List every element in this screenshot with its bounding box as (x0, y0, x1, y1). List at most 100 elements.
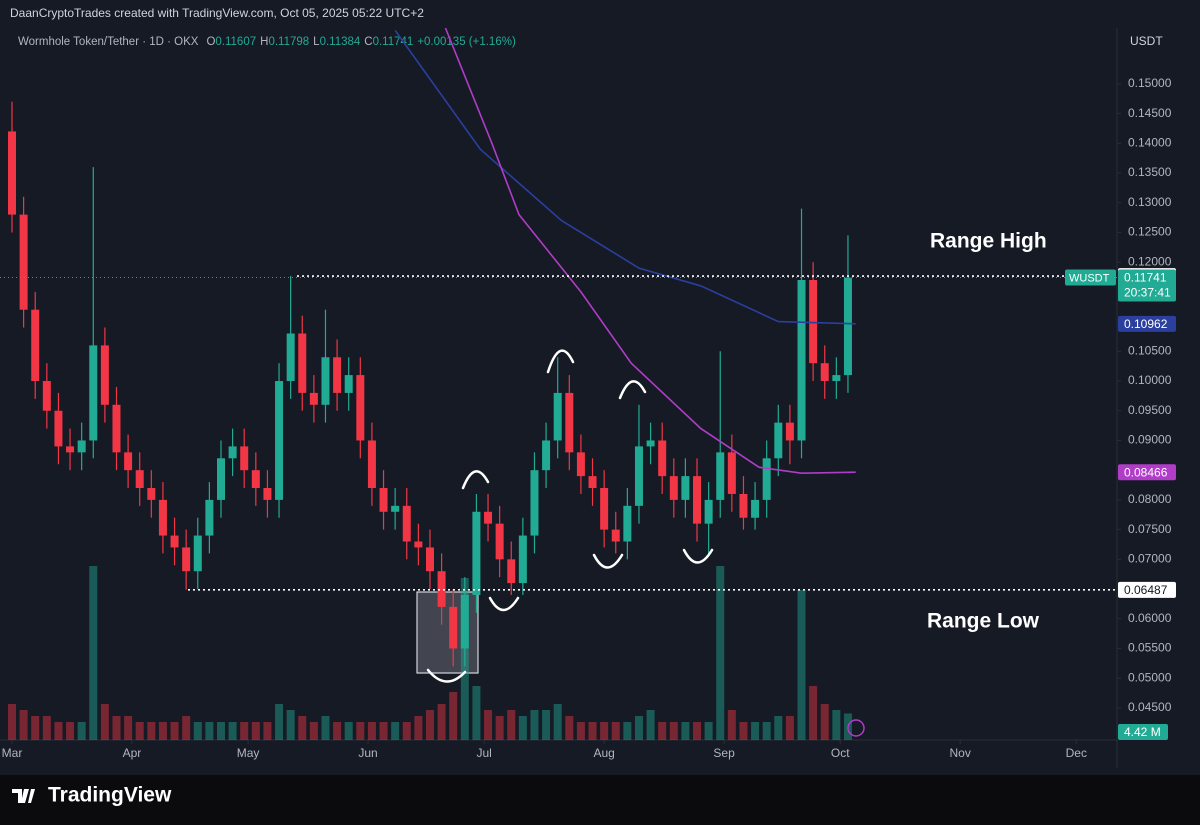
candle-body (658, 440, 667, 477)
candle-body (727, 452, 736, 494)
volume-bar (170, 722, 179, 740)
volume-bar (484, 710, 493, 740)
y-tick-label: 0.13500 (1128, 165, 1172, 179)
y-tick-label: 0.06000 (1128, 611, 1172, 625)
candle-body (774, 422, 783, 459)
volume-bar (507, 710, 516, 740)
volume-bar (19, 710, 28, 740)
plot (7, 28, 856, 740)
volume-bar (646, 710, 655, 740)
volume-bar (54, 722, 63, 740)
peak-arc (618, 380, 647, 400)
ticker-box (1065, 269, 1116, 286)
volume-bar (658, 722, 667, 740)
legend-text: +0.00135 (+1.16%) (417, 36, 516, 48)
candle-body (472, 511, 481, 595)
y-tick-label: 0.15000 (1128, 76, 1172, 90)
price-box (1118, 269, 1176, 302)
volume-bar (321, 716, 330, 740)
candle-body (762, 458, 771, 500)
peak-arc (461, 470, 490, 490)
volume-bar (704, 722, 713, 740)
alert-icon[interactable] (847, 719, 865, 737)
candle-body (66, 446, 75, 453)
trough-arc (426, 668, 467, 683)
candle-body (820, 363, 829, 382)
annotation: Range Low (927, 610, 1040, 633)
candle-body (704, 499, 713, 524)
volume-bar (391, 722, 400, 740)
candle-body (623, 505, 632, 542)
y-tick-label: 0.12000 (1128, 254, 1172, 268)
volume-bar (402, 722, 411, 740)
volume-bar (832, 710, 841, 740)
candle-body (379, 488, 388, 512)
y-tick-label: 0.07000 (1128, 551, 1172, 565)
candle-body (321, 357, 330, 405)
annotation: Range High (930, 230, 1047, 253)
volume-bar (518, 716, 527, 740)
y-tick-label: 0.05500 (1128, 641, 1172, 655)
candle-body (646, 440, 655, 447)
countdown: 20:37:41 (1124, 286, 1171, 300)
candle-body (251, 470, 260, 489)
volume-bar (762, 722, 771, 740)
candle-body (565, 392, 574, 453)
volume-bar (205, 722, 214, 740)
candle-body (367, 440, 376, 489)
candle-body (263, 488, 272, 500)
volume-bar (576, 722, 585, 740)
y-tick-label: 0.12500 (1128, 225, 1172, 239)
volume-bar (530, 710, 539, 740)
volume-bar (739, 722, 748, 740)
volume-bar (437, 704, 446, 740)
candle-body (147, 488, 156, 500)
volume-bar (565, 716, 574, 740)
candle-body (669, 476, 678, 500)
candle-body (333, 357, 342, 393)
volume-bar (193, 722, 202, 740)
highlight-box (416, 591, 479, 674)
candle-body (576, 452, 585, 477)
candle-body (716, 452, 725, 500)
candle-body (518, 535, 527, 584)
volume-bar (77, 722, 86, 740)
candle-body (31, 309, 40, 382)
candle-body (797, 279, 806, 441)
x-tick-label: May (237, 746, 260, 760)
candle-body (553, 392, 562, 441)
range-low-label: 0.06487 (1124, 583, 1168, 597)
volume-bar (495, 716, 504, 740)
volume-bar (611, 722, 620, 740)
volume-bar (809, 686, 818, 740)
price-label: 0.11741 (1124, 271, 1167, 285)
volume-bar (472, 686, 481, 740)
volume-box (1118, 724, 1168, 740)
volume-bar (309, 722, 318, 740)
legend-text: 0.11741 (373, 36, 414, 48)
candle-body (843, 277, 852, 376)
candle-body (530, 470, 539, 536)
x-tick-label: Mar (2, 746, 23, 760)
volume-bar (588, 722, 597, 740)
volume-bar (275, 704, 284, 740)
candle-body (298, 333, 307, 393)
candle-body (495, 523, 504, 560)
credit: DaanCryptoTrades created with TradingVie… (10, 6, 424, 20)
candle-body (785, 422, 794, 441)
legend-text: O (206, 36, 215, 48)
candle-body (542, 440, 551, 471)
range-low-box (1118, 581, 1176, 598)
candle-body (42, 381, 51, 411)
volume-bar (124, 716, 133, 740)
x-tick-label: Jun (358, 746, 377, 760)
peak-arc (546, 349, 575, 374)
volume-bar (669, 722, 678, 740)
legend-text: Wormhole Token/Tether · 1D · OKX (18, 36, 199, 48)
volume-bar (681, 722, 690, 740)
legend-text: C (364, 36, 372, 48)
candle-body (135, 470, 144, 489)
candle-body (216, 458, 225, 500)
volume-bar (31, 716, 40, 740)
